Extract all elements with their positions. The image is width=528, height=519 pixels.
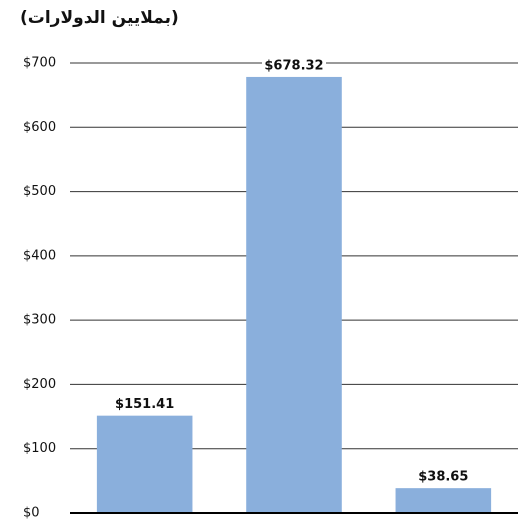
- label-background: [112, 396, 177, 413]
- value-label: $151.41: [115, 397, 174, 412]
- y-tick-label: $700: [23, 56, 56, 71]
- chart-title: (بملايين الدولارات): [20, 8, 179, 28]
- label-background: [262, 57, 326, 74]
- y-tick-label: $300: [23, 313, 56, 328]
- label-background: [411, 469, 476, 486]
- y-tick-label: $0: [23, 506, 40, 519]
- bar: [395, 488, 492, 513]
- bar: [246, 76, 342, 514]
- y-tick-label: $400: [23, 248, 56, 263]
- y-tick-label: $200: [23, 377, 56, 392]
- y-tick-label: $100: [23, 441, 56, 456]
- y-tick-label: $600: [23, 120, 56, 135]
- value-label: $38.65: [418, 470, 468, 485]
- bar: [96, 415, 193, 513]
- value-label: $678.32: [264, 58, 323, 73]
- y-tick-label: $500: [23, 184, 56, 199]
